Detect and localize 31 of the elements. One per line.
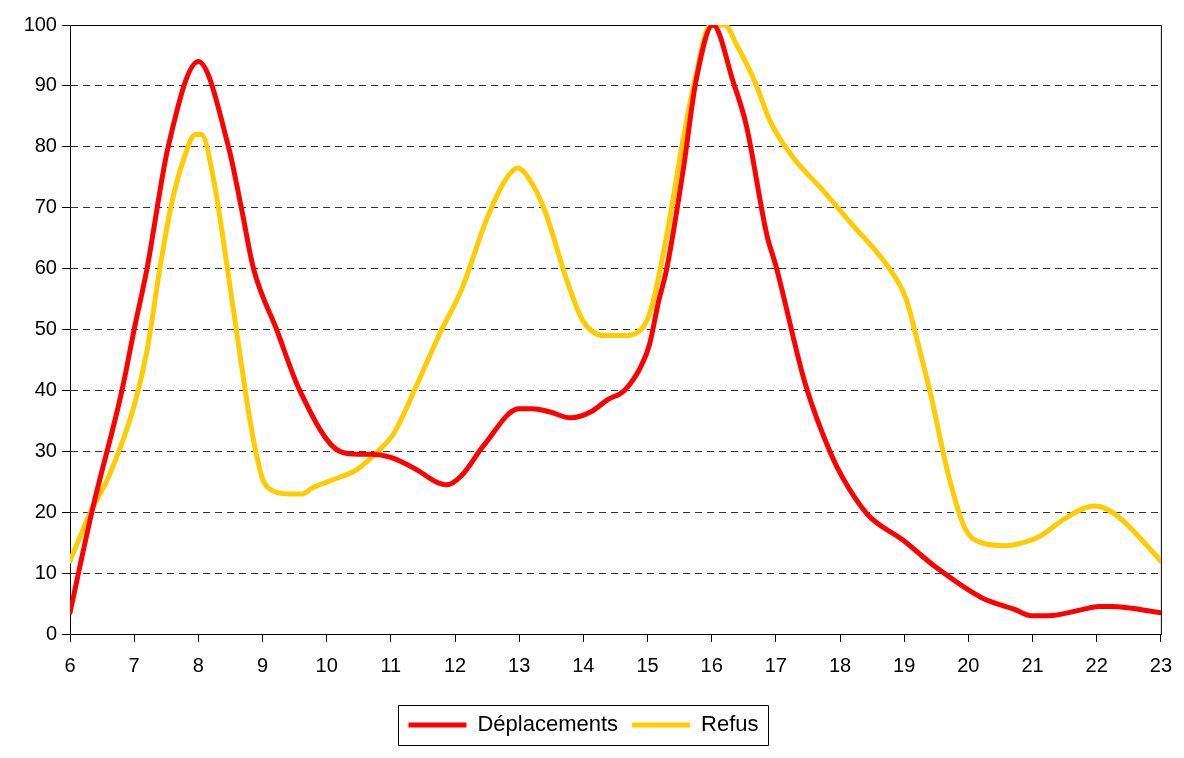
x-tick-label: 14: [572, 653, 595, 676]
legend-label: Refus: [701, 711, 759, 737]
x-tick-label: 7: [128, 653, 140, 676]
x-tick-label: 17: [764, 653, 787, 676]
x-tick-label: 22: [1085, 653, 1108, 676]
x-tick-label: 19: [893, 653, 916, 676]
y-tick-label: 10: [34, 560, 57, 583]
y-tick-label: 90: [34, 73, 57, 96]
x-tick-label: 12: [443, 653, 467, 676]
y-tick-label: 70: [34, 195, 57, 218]
x-tick-label: 23: [1149, 653, 1172, 676]
x-tick-label: 10: [315, 653, 338, 676]
y-tick-label: 40: [34, 377, 57, 400]
x-tick-label: 13: [508, 653, 531, 676]
x-tick-label: 21: [1021, 653, 1044, 676]
x-tick-label: 8: [192, 653, 204, 676]
x-tick-label: 15: [636, 653, 659, 676]
y-tick-label: 50: [34, 317, 57, 340]
x-tick-label: 16: [700, 653, 723, 676]
y-tick-label: 30: [34, 438, 57, 461]
y-tick-label: 100: [23, 12, 57, 35]
x-tick-label: 9: [256, 653, 269, 676]
x-tick-label: 20: [957, 653, 980, 676]
legend-label: Déplacements: [477, 711, 619, 737]
y-tick-label: 80: [34, 134, 57, 157]
y-tick-label: 20: [34, 499, 57, 522]
y-tick-label: 60: [34, 256, 57, 279]
y-tick-label: 0: [45, 621, 57, 644]
x-tick-label: 18: [828, 653, 852, 676]
x-tick-label: 11: [380, 653, 402, 676]
x-tick-label: 6: [64, 653, 76, 676]
